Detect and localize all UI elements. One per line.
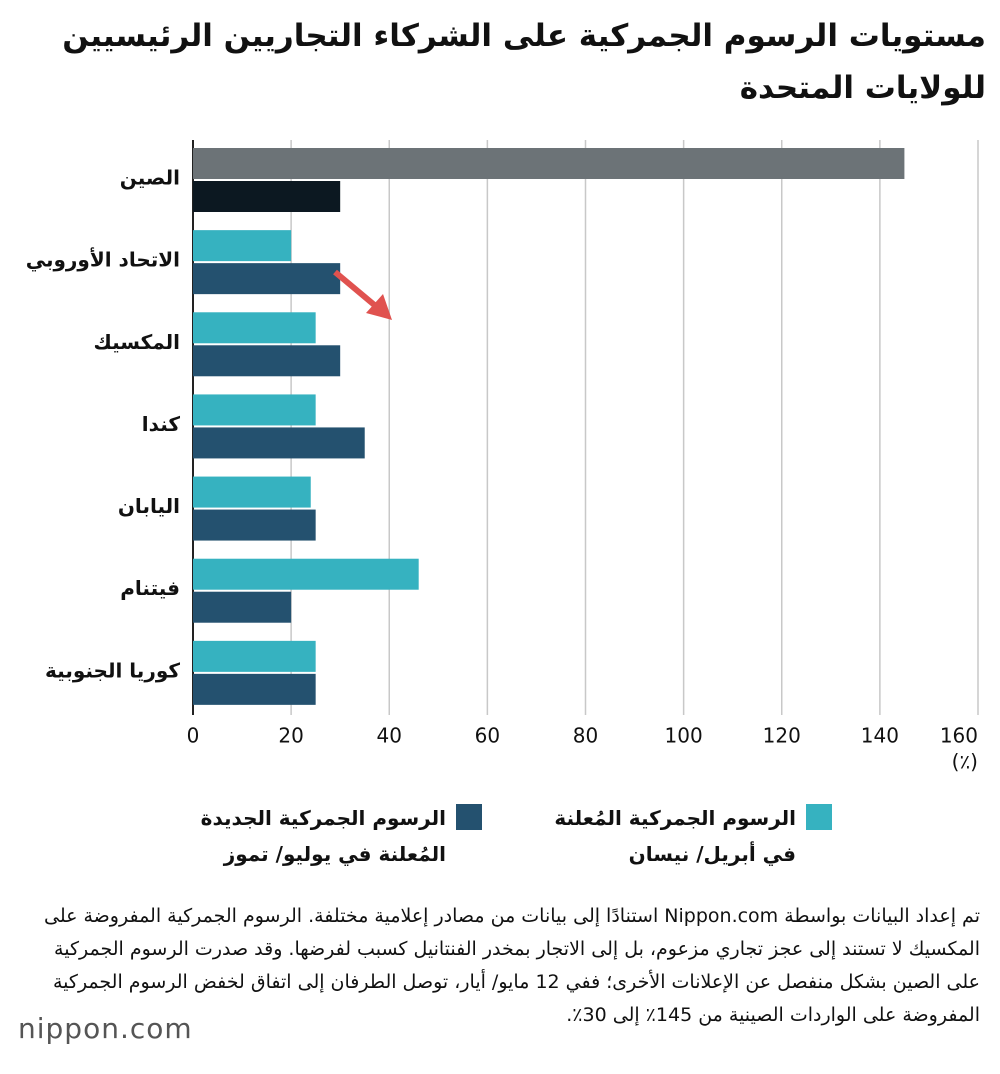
- bar: [193, 640, 316, 672]
- x-tick-label: 120: [763, 724, 801, 748]
- legend-label: الرسوم الجمركية الجديدة المُعلنة في يولي…: [200, 806, 446, 866]
- bar: [193, 148, 905, 179]
- x-tick-label: 100: [665, 724, 703, 748]
- bar: [193, 394, 316, 426]
- bar: [193, 263, 341, 295]
- note: تم إعداد البيانات بواسطة Nippon.com استن…: [43, 905, 980, 1026]
- arrow-head: [366, 294, 392, 320]
- arrow: [333, 269, 380, 311]
- bar: [193, 230, 292, 262]
- plot: 0 20 40 60 80 100 120 140 160(٪) الصين الاتحاد الأ…: [26, 140, 979, 774]
- bar: [193, 591, 292, 623]
- x-tick-label: 40: [377, 724, 402, 748]
- x-tick-label: 60: [475, 724, 500, 748]
- bar: [193, 476, 311, 508]
- y-tick-label: كندا: [142, 412, 181, 436]
- legend-label: الرسوم الجمركية المُعلنة في أبريل/ نيسان: [554, 806, 796, 866]
- y-tick-label: كوريا الجنوبية: [45, 658, 180, 682]
- y-tick-label: المكسيك: [93, 330, 180, 354]
- y-tick-label: الاتحاد الأوروبي: [26, 247, 180, 273]
- bar: [193, 312, 316, 344]
- legend-swatch: [806, 804, 832, 830]
- bar: [193, 673, 316, 705]
- legend-entry: الرسوم الجمركية المُعلنة في أبريل/ نيسان: [526, 800, 832, 872]
- legend-swatch: [456, 804, 482, 830]
- x-unit: (٪): [952, 750, 978, 774]
- bar: [193, 181, 341, 212]
- bar: [193, 558, 419, 590]
- x-tick-label: 20: [278, 724, 303, 748]
- chart-title: مستويات الرسوم الجمركية على الشركاء التج…: [62, 18, 986, 106]
- y-tick-label: فيتنام: [120, 576, 180, 600]
- x-tick-label: 140: [861, 724, 899, 748]
- x-tick-label: 160: [940, 724, 978, 748]
- bar: [193, 509, 316, 541]
- legend-entry: الرسوم الجمركية الجديدة المُعلنة في يولي…: [156, 800, 482, 872]
- x-tick-label: 0: [187, 724, 200, 748]
- y-tick-label: الصين: [120, 166, 180, 190]
- bar: [193, 427, 365, 459]
- bar: [193, 345, 341, 377]
- y-tick-label: اليابان: [118, 494, 180, 518]
- logo: nippon.com: [18, 1012, 193, 1045]
- x-tick-label: 80: [573, 724, 598, 748]
